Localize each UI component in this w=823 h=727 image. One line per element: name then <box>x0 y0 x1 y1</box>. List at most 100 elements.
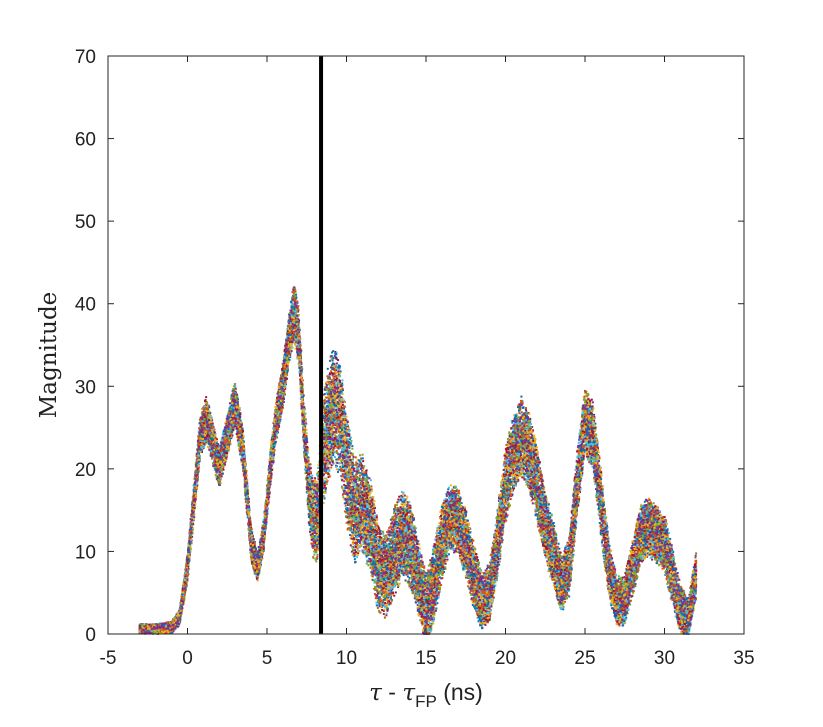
data-point <box>520 415 523 418</box>
data-point <box>267 468 270 471</box>
data-point <box>326 409 329 412</box>
data-point <box>517 457 520 460</box>
data-point <box>325 382 328 385</box>
data-point <box>302 432 305 435</box>
data-point <box>303 451 306 454</box>
data-point <box>347 426 350 429</box>
data-point <box>327 448 330 451</box>
data-point <box>624 622 627 625</box>
data-point <box>366 538 369 541</box>
data-point <box>469 591 472 594</box>
data-point <box>527 485 530 488</box>
data-point <box>325 448 328 451</box>
data-point <box>467 585 470 588</box>
data-point <box>235 433 238 436</box>
data-point <box>674 567 677 570</box>
data-point <box>355 534 358 537</box>
data-point <box>577 441 580 444</box>
data-point <box>631 579 634 582</box>
data-point <box>392 536 395 539</box>
data-point <box>432 620 435 623</box>
data-point <box>224 422 227 425</box>
data-point <box>253 540 256 543</box>
data-point <box>538 518 541 521</box>
data-point <box>343 420 346 423</box>
data-point <box>336 428 339 431</box>
data-point <box>386 531 389 534</box>
data-point <box>420 559 423 562</box>
data-point <box>412 526 415 529</box>
data-point <box>343 480 346 483</box>
data-point <box>351 486 354 489</box>
data-point <box>537 513 540 516</box>
data-point <box>659 560 662 563</box>
data-point <box>189 518 192 521</box>
data-point <box>352 475 355 478</box>
data-point <box>354 456 357 459</box>
data-point <box>524 412 527 415</box>
data-point <box>483 572 486 575</box>
data-point <box>349 534 352 537</box>
data-point <box>272 460 275 463</box>
data-point <box>653 506 656 509</box>
data-point <box>593 478 596 481</box>
data-point <box>580 421 583 424</box>
data-point <box>323 411 326 414</box>
data-point <box>424 625 427 628</box>
data-point <box>315 480 318 483</box>
data-point <box>481 571 484 574</box>
data-point <box>595 499 598 502</box>
data-point <box>334 451 337 454</box>
data-point <box>350 440 353 443</box>
data-point <box>474 604 477 607</box>
data-point <box>554 538 557 541</box>
data-point <box>574 526 577 529</box>
data-point <box>607 537 610 540</box>
data-point <box>333 455 336 458</box>
data-point <box>527 484 530 487</box>
data-point <box>545 499 548 502</box>
data-point <box>415 539 418 542</box>
data-point <box>486 573 489 576</box>
data-point <box>639 508 642 511</box>
data-point <box>211 457 214 460</box>
data-point <box>414 601 417 604</box>
data-point <box>525 433 528 436</box>
data-point <box>401 556 404 559</box>
data-point <box>343 431 346 434</box>
data-point <box>602 554 605 557</box>
data-point <box>444 501 447 504</box>
data-point <box>372 516 375 519</box>
data-point <box>418 551 421 554</box>
data-point <box>395 520 398 523</box>
data-point <box>493 591 496 594</box>
data-point <box>558 547 561 550</box>
data-point <box>646 505 649 508</box>
data-point <box>430 565 433 568</box>
data-point <box>221 433 224 436</box>
data-point <box>660 564 663 567</box>
data-point <box>220 437 223 440</box>
data-point <box>387 596 390 599</box>
data-point <box>369 552 372 555</box>
data-point <box>411 518 414 521</box>
data-point <box>661 567 664 570</box>
data-point <box>384 534 387 537</box>
data-point <box>429 596 432 599</box>
data-point <box>351 447 354 450</box>
data-point <box>568 588 571 591</box>
data-point <box>492 582 495 585</box>
data-point <box>638 515 641 518</box>
data-point <box>350 454 353 457</box>
data-point <box>331 430 334 433</box>
data-point <box>381 545 384 548</box>
data-point <box>498 560 501 563</box>
data-point <box>203 446 206 449</box>
data-point <box>499 537 502 540</box>
data-point <box>387 579 390 582</box>
data-point <box>536 462 539 465</box>
data-point <box>432 619 435 622</box>
data-point <box>409 511 412 514</box>
data-point <box>508 431 511 434</box>
